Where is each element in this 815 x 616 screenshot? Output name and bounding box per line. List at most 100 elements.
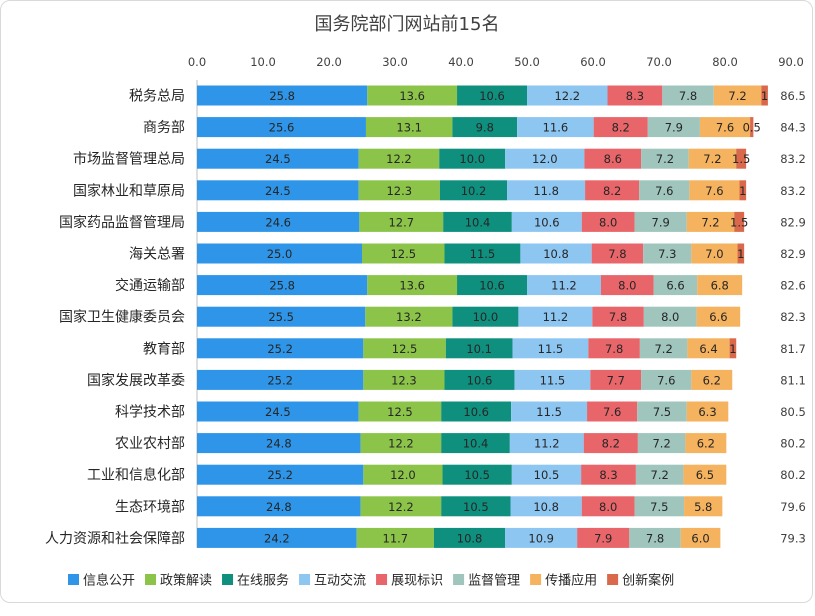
bar-segment [691, 369, 733, 390]
x-tick-label: 30.0 [382, 55, 408, 69]
bar-segment [197, 433, 361, 454]
bar-segment [729, 338, 737, 359]
segment-value-label: 7.2 [703, 152, 721, 166]
segment-value-label: 6.3 [698, 405, 716, 419]
bar-row: 国家药品监督管理局 24.6 12.7 10.4 10.6 8.0 7.9 7.2 1.5 82.… [59, 211, 806, 232]
segment-value-label: 10.5 [534, 468, 560, 482]
category-label: 生态环境部 [115, 499, 185, 515]
bar-segment [457, 275, 527, 296]
segment-value-label: 6.0 [691, 531, 709, 545]
legend-swatch [453, 574, 465, 585]
bar-segment [593, 117, 648, 138]
legend-label: 创新案例 [622, 573, 674, 589]
segment-value-label: 7.3 [658, 247, 676, 261]
bar-segment [362, 243, 445, 264]
segment-value-label: 10.8 [457, 531, 483, 545]
bar-segment [360, 496, 442, 517]
segment-value-label: 24.2 [264, 531, 290, 545]
bar-segment [197, 243, 362, 264]
segment-value-label: 6.6 [709, 310, 727, 324]
total-value-label: 82.9 [780, 247, 806, 261]
segment-value-label: 7.6 [716, 121, 734, 135]
segment-value-label: 7.8 [679, 89, 697, 103]
bar-rows: 税务总局 25.8 13.6 10.6 12.2 8.3 7.8 7.2 1 86.5 商务部 25.… [45, 85, 806, 548]
bar-row: 人力资源和社会保障部 24.2 11.7 10.8 10.9 7.9 7.8 6.0 79.3 [45, 527, 806, 548]
segment-value-label: 1.5 [732, 152, 750, 166]
segment-value-label: 10.4 [465, 215, 491, 229]
segment-value-label: 1 [739, 184, 746, 198]
bar-segment [736, 148, 747, 169]
bar-segment [683, 464, 727, 485]
category-label: 国家卫生健康委员会 [59, 309, 185, 326]
legend-item: 政策解读 [145, 573, 212, 589]
segment-value-label: 11.8 [533, 184, 559, 198]
bar-segment [197, 464, 364, 485]
segment-value-label: 25.2 [267, 468, 293, 482]
bar-segment [590, 369, 642, 390]
bar-segment [685, 433, 727, 454]
segment-value-label: 7.2 [656, 152, 674, 166]
bar-row: 教育部 25.2 12.5 10.1 11.5 7.8 7.2 6.4 1 81.7 [143, 338, 806, 359]
category-label: 人力资源和社会保障部 [45, 531, 185, 547]
segment-value-label: 7.2 [728, 89, 746, 103]
bar-segment [662, 85, 714, 106]
segment-value-label: 7.0 [705, 247, 723, 261]
bar-segment [363, 369, 445, 390]
bar-segment [585, 180, 640, 201]
bar-segment [607, 85, 663, 106]
x-tick-label: 10.0 [250, 55, 276, 69]
segment-value-label: 6.6 [666, 279, 684, 293]
segment-value-label: 8.0 [599, 215, 617, 229]
bar-row: 农业农村部 24.8 12.2 10.4 11.2 8.2 7.2 6.2 80.2 [115, 433, 806, 454]
segment-value-label: 7.8 [646, 531, 664, 545]
segment-value-label: 11.5 [536, 405, 562, 419]
segment-value-label: 13.2 [396, 310, 422, 324]
segment-value-label: 7.9 [652, 215, 670, 229]
bar-segment [761, 85, 768, 106]
segment-value-label: 12.5 [387, 405, 413, 419]
bar-segment [600, 275, 654, 296]
segment-value-label: 6.2 [703, 373, 721, 387]
segment-value-label: 12.7 [388, 215, 414, 229]
segment-value-label: 12.2 [554, 89, 580, 103]
bar-segment [514, 369, 591, 390]
legend-swatch [376, 574, 388, 585]
bar-segment [691, 243, 738, 264]
total-value-label: 80.5 [780, 405, 806, 419]
segment-value-label: 24.5 [265, 152, 291, 166]
bar-row: 科学技术部 24.5 12.5 10.6 11.5 7.6 7.5 6.3 80.5 [115, 401, 806, 422]
segment-value-label: 10.8 [533, 500, 559, 514]
bar-segment [197, 306, 366, 327]
segment-value-label: 12.0 [532, 152, 558, 166]
segment-value-label: 1 [737, 247, 744, 261]
legend-label: 在线服务 [237, 573, 289, 589]
bar-segment [739, 180, 747, 201]
segment-value-label: 7.8 [609, 310, 627, 324]
segment-value-label: 10.6 [479, 89, 505, 103]
segment-value-label: 12.5 [392, 342, 418, 356]
category-label: 国家药品监督管理局 [59, 214, 185, 231]
segment-value-label: 6.4 [699, 342, 717, 356]
bar-segment [634, 496, 685, 517]
legend-label: 监督管理 [468, 574, 520, 589]
bar-segment [643, 243, 692, 264]
segment-value-label: 10.6 [467, 373, 493, 387]
legend-swatch [607, 574, 619, 585]
legend-item: 监督管理 [453, 574, 520, 589]
category-label: 国家林业和草原局 [73, 182, 185, 199]
bar-segment [197, 496, 361, 517]
segment-value-label: 7.2 [654, 342, 672, 356]
bar-segment [641, 148, 689, 169]
bar-segment [356, 527, 434, 548]
segment-value-label: 10.1 [466, 342, 492, 356]
legend-item: 互动交流 [299, 573, 366, 589]
total-value-label: 86.5 [780, 89, 806, 103]
bar-segment [505, 148, 585, 169]
bar-segment [441, 401, 512, 422]
segment-value-label: 7.9 [665, 121, 683, 135]
segment-value-label: 11.5 [538, 342, 564, 356]
segment-value-label: 10.6 [534, 215, 560, 229]
segment-value-label: 11.5 [540, 373, 566, 387]
bar-segment [358, 180, 440, 201]
bar-segment [583, 433, 638, 454]
